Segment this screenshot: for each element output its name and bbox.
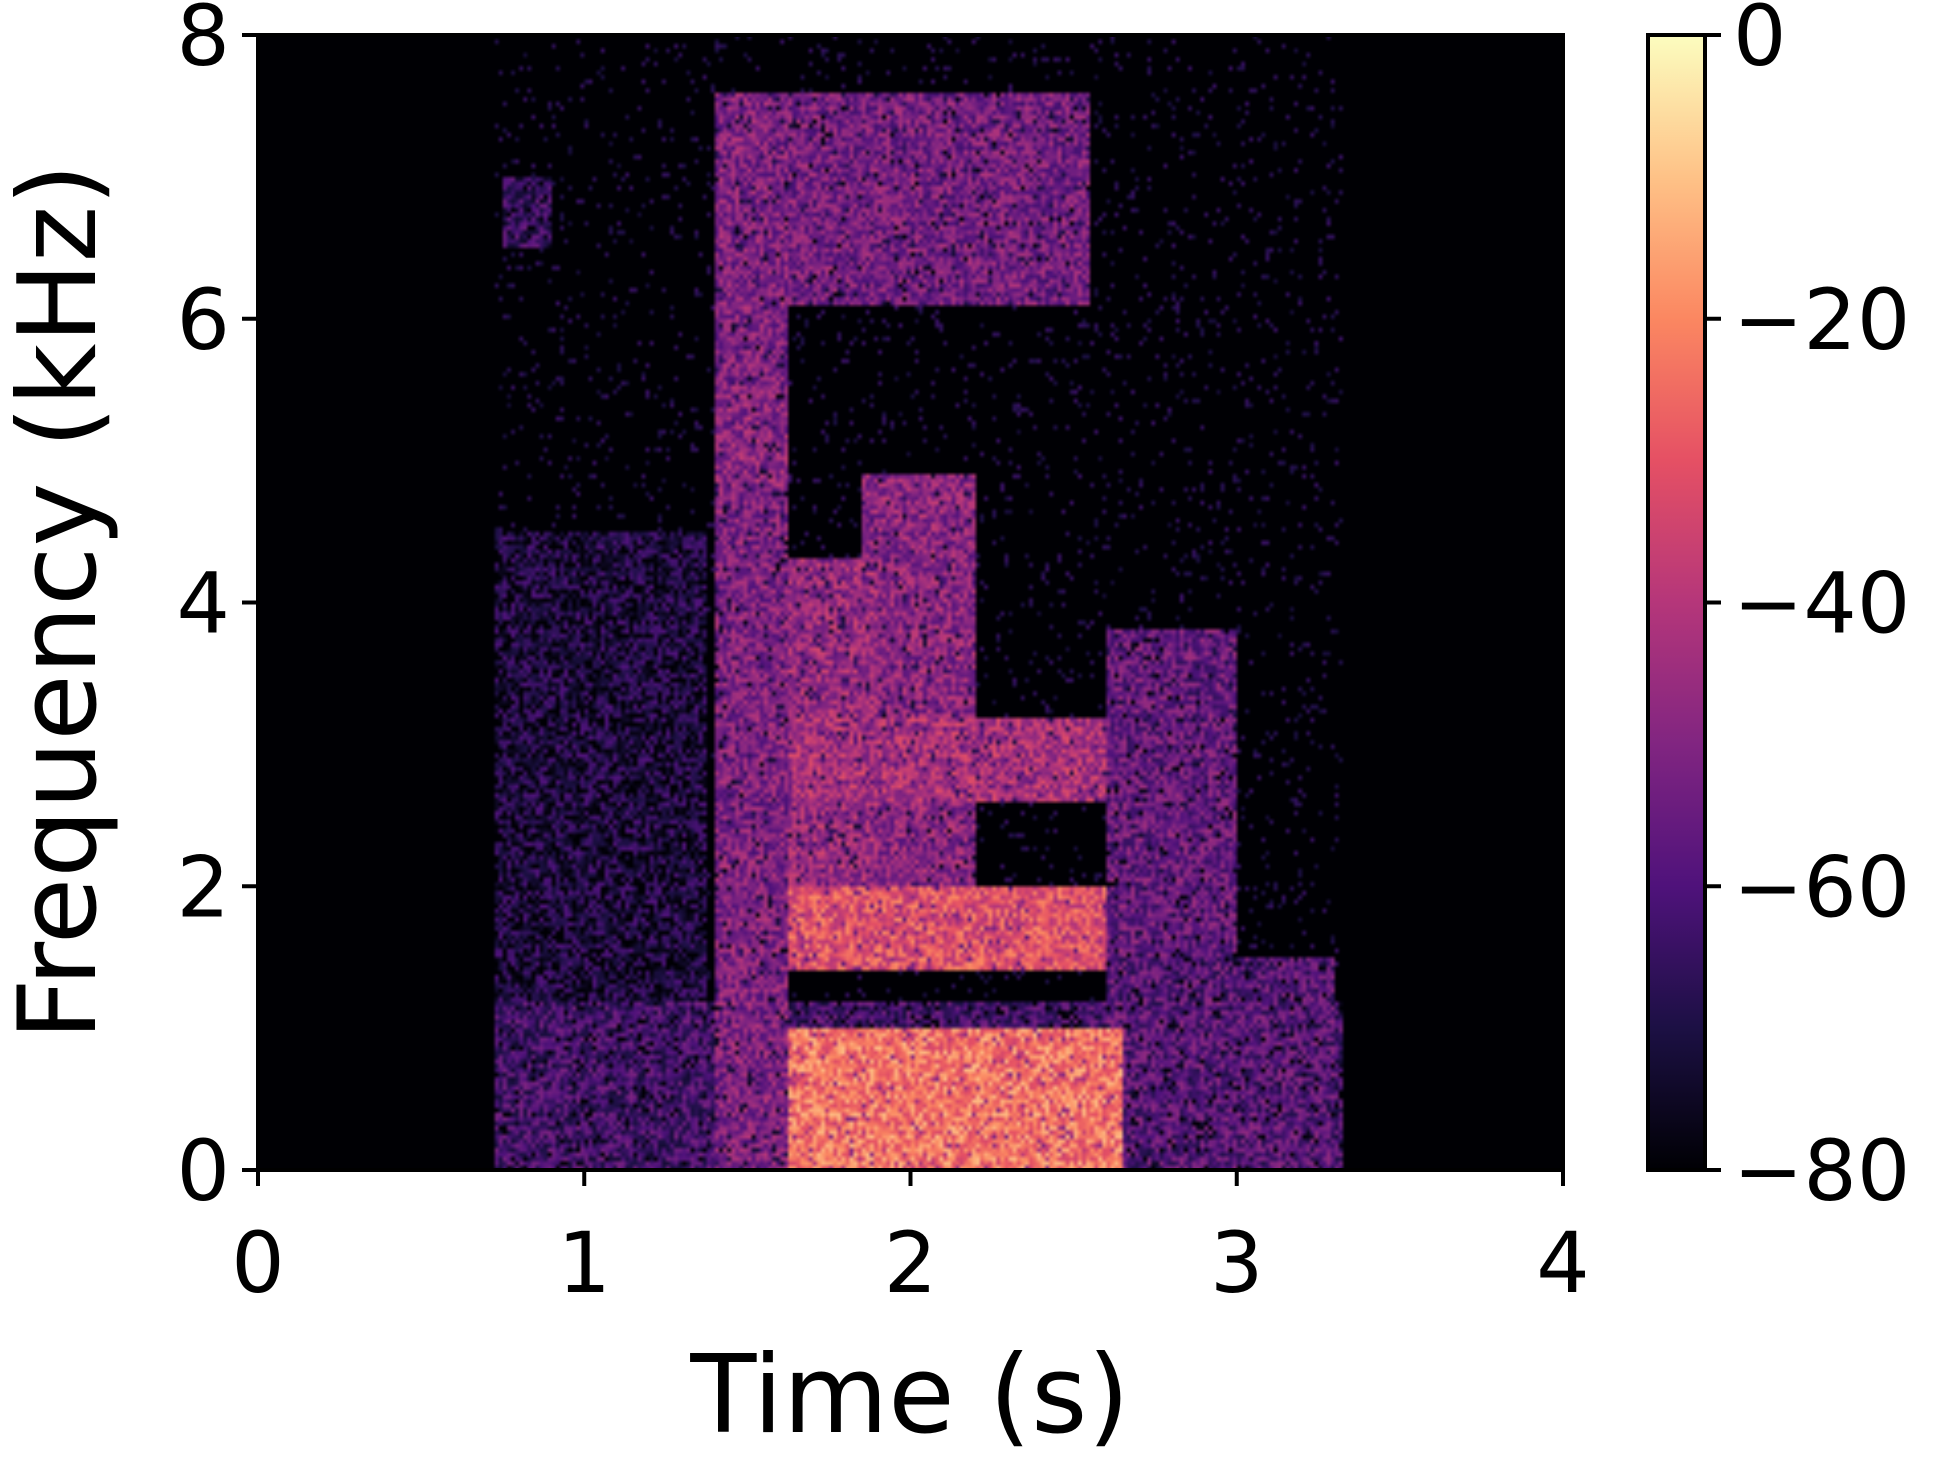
colorbar-tick-label: −80 (1733, 1122, 1910, 1220)
x-tick-label: 3 (1210, 1214, 1263, 1312)
x-tick-label: 4 (1536, 1214, 1589, 1312)
x-tick-label: 0 (231, 1214, 284, 1312)
y-tick-label: 2 (177, 838, 230, 936)
y-tick-label: 6 (177, 271, 230, 369)
y-tick-label: 0 (177, 1122, 230, 1220)
spectrogram-plot-area (256, 33, 1565, 1172)
colorbar-gradient (1648, 35, 1705, 1170)
colorbar: 0 −20 −40 −60 −80 (1646, 0, 1910, 1220)
x-axis: 0 1 2 3 4 (231, 1170, 1590, 1312)
x-tick-label: 2 (884, 1214, 937, 1312)
colorbar-tick-label: 0 (1733, 0, 1786, 85)
colorbar-tick-label: −60 (1733, 838, 1910, 936)
x-tick-label: 1 (558, 1214, 611, 1312)
y-axis: 0 2 4 6 8 (177, 0, 258, 1220)
x-axis-label: Time (s) (689, 1333, 1129, 1458)
y-axis-label: Frequency (kHz) (0, 164, 121, 1041)
spectrogram-heatmap (258, 35, 1563, 1170)
colorbar-tick-label: −20 (1733, 271, 1910, 369)
y-tick-label: 8 (177, 0, 230, 85)
colorbar-tick-label: −40 (1733, 555, 1910, 653)
colorbar-ticks: 0 −20 −40 −60 −80 (1705, 0, 1910, 1220)
y-tick-label: 4 (177, 555, 230, 653)
